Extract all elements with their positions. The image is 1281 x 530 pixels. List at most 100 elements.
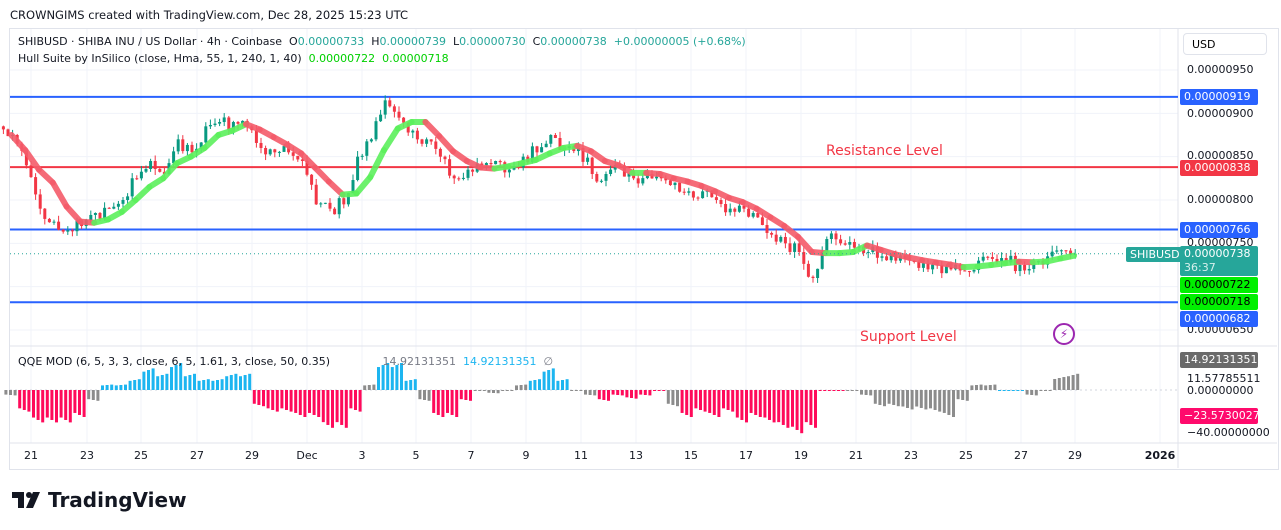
qqe-bar (818, 390, 822, 391)
candle-body (967, 271, 971, 273)
candle-body (218, 122, 222, 124)
qqe-bar (607, 390, 610, 401)
candle-body (411, 130, 415, 133)
candle-body (273, 149, 277, 153)
qqe-bar (694, 390, 698, 409)
qqe-bar (754, 390, 758, 415)
currency-selector[interactable]: USD (1183, 33, 1267, 55)
date-label: 21 (849, 449, 863, 462)
qqe-bar (363, 385, 367, 390)
hull-tag-2: 0.00000718 (1180, 294, 1258, 310)
date-label: 7 (467, 449, 475, 462)
qqe-bar (956, 390, 960, 400)
qqe-bar (666, 390, 670, 404)
qqe-bar (349, 390, 353, 409)
qqe-bar (165, 373, 169, 390)
price-tick: 0.00000750 (1187, 236, 1254, 249)
qqe-bar (294, 390, 298, 413)
chart-frame (9, 28, 1279, 470)
candle-body (760, 217, 764, 225)
qqe-bar (257, 390, 261, 405)
qqe-bar (938, 390, 942, 412)
qqe-bar (377, 367, 380, 390)
candle-body (287, 146, 291, 153)
qqe-bar (823, 390, 827, 391)
qqe-bar (197, 380, 201, 390)
candle-body (875, 246, 879, 258)
qqe-bar (18, 390, 22, 409)
candle-body (333, 208, 337, 215)
qqe-bar (202, 380, 206, 390)
qqe-bar (634, 390, 638, 399)
candle-body (452, 175, 456, 179)
qqe-bar (630, 390, 633, 398)
candle-body (144, 169, 148, 172)
qqe-bar (533, 380, 537, 390)
candle-body (254, 130, 258, 143)
qqe-bar (735, 390, 739, 418)
candle-body (172, 151, 176, 164)
candle-body (57, 221, 61, 230)
qqe-bar (193, 373, 196, 390)
candle-body (300, 159, 304, 162)
qqe-bar (597, 390, 601, 400)
qqe-bar (887, 390, 891, 404)
qqe-bar (344, 390, 348, 428)
date-label: 29 (1068, 449, 1082, 462)
qqe-bar (1062, 377, 1066, 390)
candle-body (498, 161, 502, 163)
qqe-bar (114, 385, 118, 390)
qqe-bar (450, 390, 454, 415)
qqe-bar (699, 390, 702, 410)
candle-body (751, 213, 755, 217)
candle-body (848, 242, 852, 245)
qqe-bar (32, 390, 35, 418)
qqe-bar (570, 390, 574, 391)
qqe-bar (96, 390, 100, 401)
qqe-bar (110, 384, 114, 390)
candle-body (415, 130, 419, 140)
candle-body (839, 239, 843, 244)
candle-body (788, 243, 792, 252)
candle-body (714, 197, 718, 201)
qqe-bar (671, 390, 675, 405)
tradingview-logo[interactable]: TradingView (12, 488, 187, 512)
qqe-bar (993, 384, 997, 390)
candle-body (448, 159, 452, 176)
logo-text: TradingView (48, 488, 187, 512)
qqe-bar (639, 390, 643, 395)
hull-band-segment (312, 164, 332, 185)
candle-body (181, 139, 185, 152)
candle-body (116, 203, 120, 207)
candle-body (47, 218, 51, 223)
qqe-value-3: ∅ (543, 355, 554, 368)
qqe-bar (455, 390, 459, 417)
date-label: 17 (739, 449, 753, 462)
qqe-bar (722, 390, 725, 409)
candle-body (369, 139, 373, 142)
candle-body (471, 169, 475, 172)
date-label: 3 (358, 449, 366, 462)
qqe-bar (777, 390, 781, 423)
hull-band-segment (1057, 252, 1077, 262)
candle-body (825, 239, 829, 253)
lightning-icon[interactable]: ⚡ (1053, 323, 1075, 345)
candle-body (356, 156, 360, 181)
qqe-bar (703, 390, 707, 412)
qqe-bar (1007, 390, 1011, 391)
hull-legend[interactable]: Hull Suite by InSilico (close, Hma, 55, … (18, 52, 449, 65)
candle-body (484, 163, 488, 166)
hull-title: Hull Suite by InSilico (close, Hma, 55, … (18, 52, 302, 65)
candle-body (696, 197, 700, 199)
qqe-bar (616, 390, 620, 395)
qqe-bar (87, 390, 91, 400)
qqe-bar (505, 390, 509, 391)
qqe-bar (469, 390, 472, 401)
qqe-legend[interactable]: QQE MOD (6, 5, 3, 3, close, 6, 5, 1.61, … (18, 355, 553, 368)
candle-body (222, 117, 226, 123)
candle-body (581, 148, 585, 162)
qqe-tick: −40.00000000 (1187, 426, 1270, 439)
candle-body (107, 207, 111, 209)
qqe-bar (400, 363, 403, 390)
